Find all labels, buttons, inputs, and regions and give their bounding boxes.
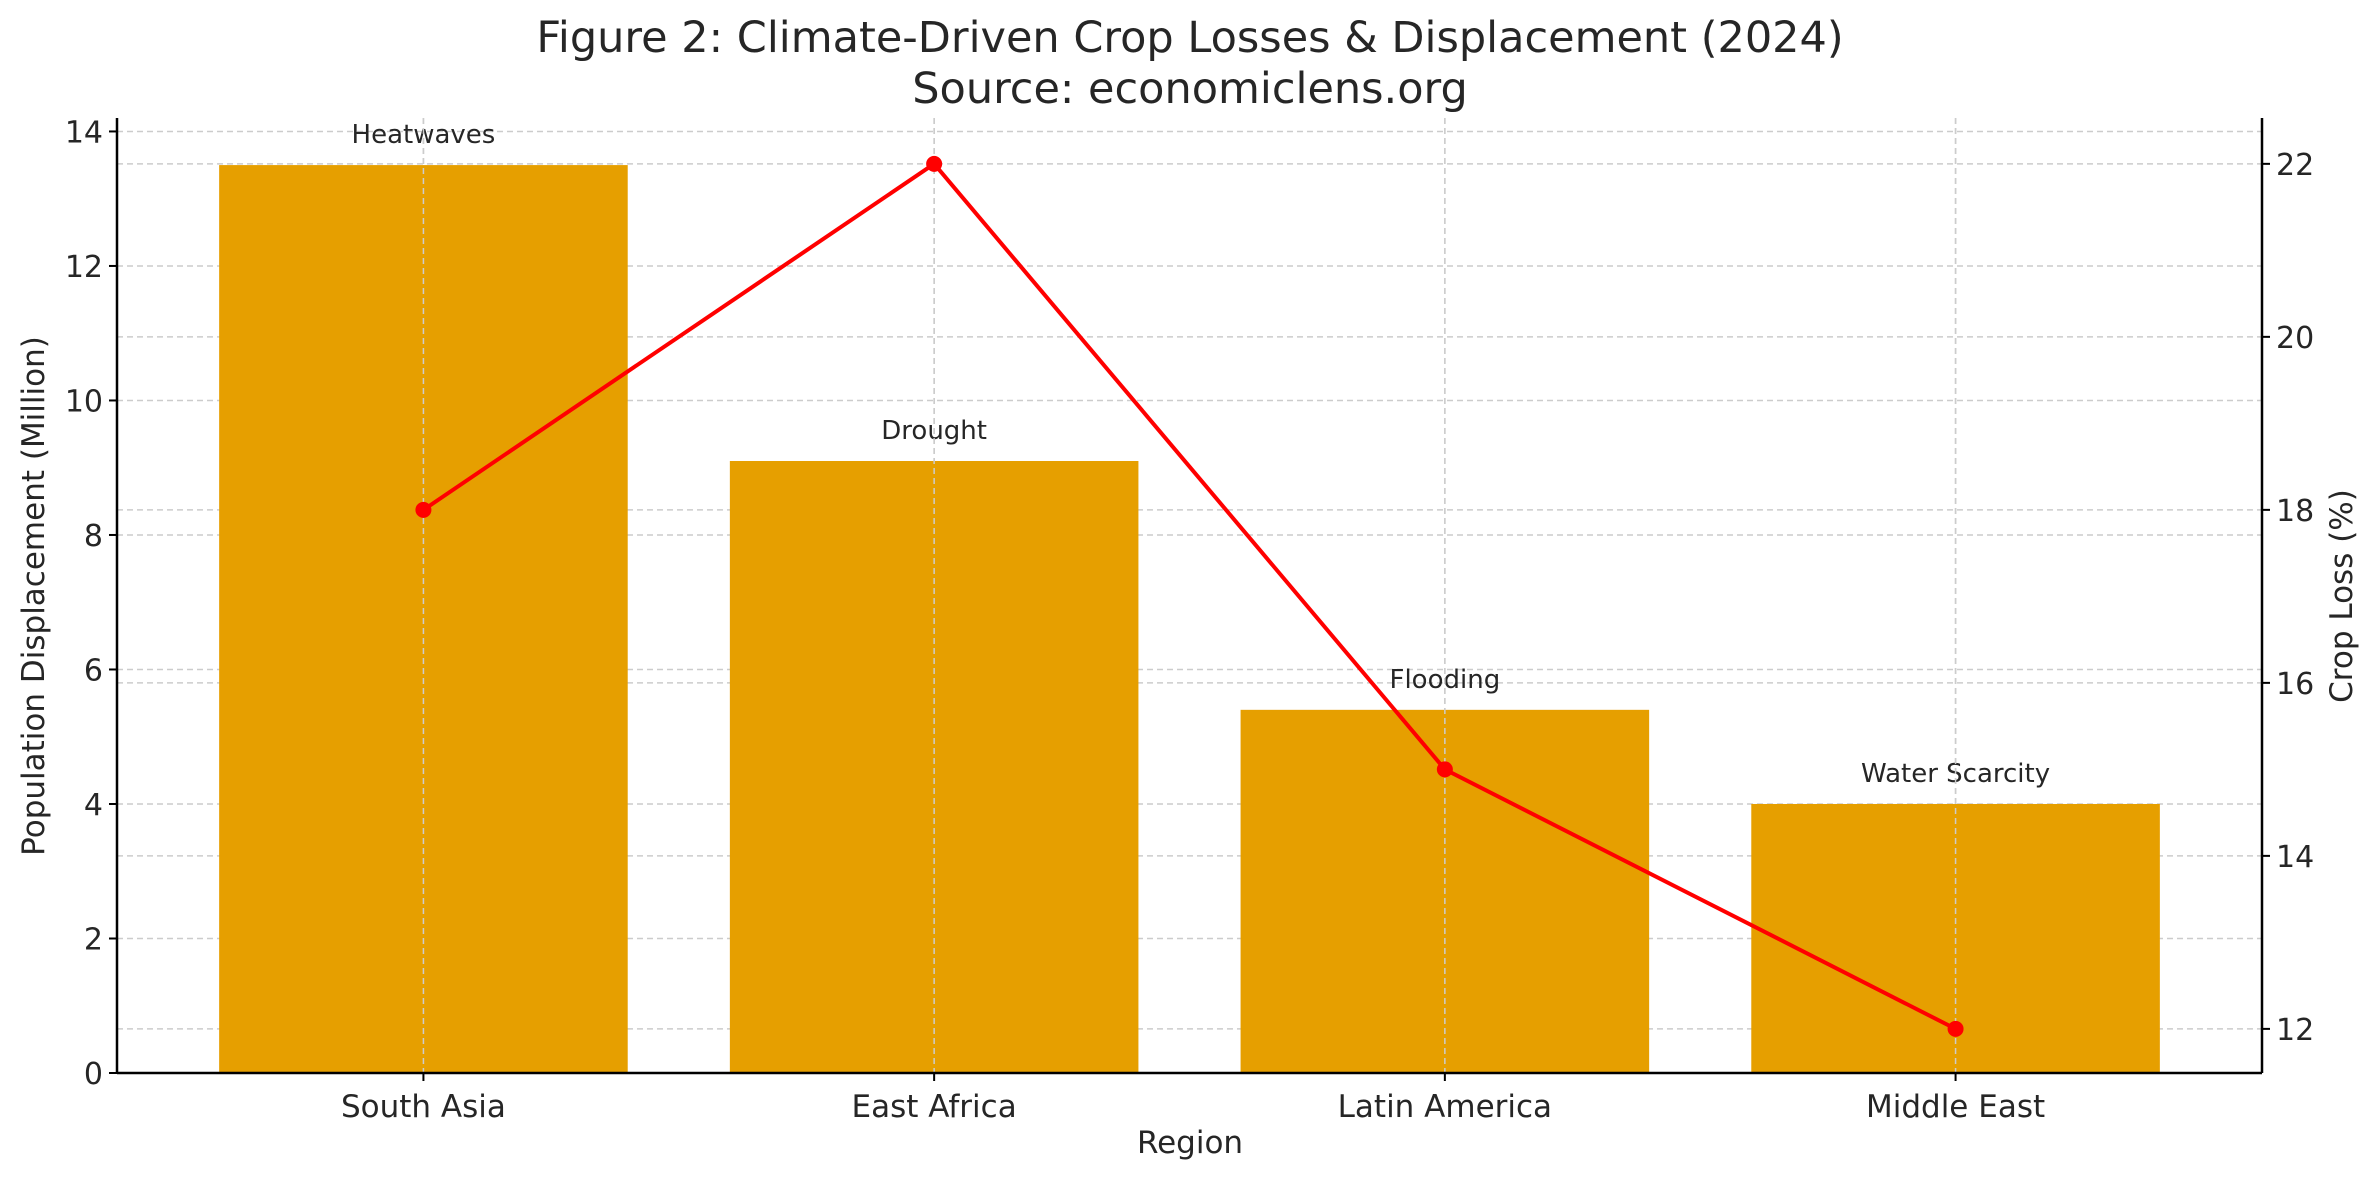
y2-axis-label: Crop Loss (%) xyxy=(2324,489,2360,703)
chart-title: Figure 2: Climate-Driven Crop Losses & D… xyxy=(536,13,1843,63)
y-axis-label: Population Displacement (Million) xyxy=(16,336,52,856)
axes: 0 2 4 6 8 10 12 14 12 14 16 18 20 22 South Asia East Af… xyxy=(65,115,2314,1125)
y2-tick-label: 12 xyxy=(2276,1013,2314,1048)
y2-tick-label: 20 xyxy=(2276,321,2314,356)
y-tick-label: 12 xyxy=(65,250,103,285)
y-tick-label: 6 xyxy=(84,653,103,688)
x-tick-label: Latin America xyxy=(1338,1089,1552,1125)
y-tick-label: 8 xyxy=(84,519,103,554)
y-tick-label: 2 xyxy=(84,922,103,957)
crop-loss-line xyxy=(415,155,1964,1037)
line-point xyxy=(926,155,943,172)
x-axis-label: Region xyxy=(1137,1125,1243,1161)
x-tick-label: East Africa xyxy=(852,1089,1017,1125)
line-point xyxy=(1947,1020,1964,1037)
bar-annotation: Heatwaves xyxy=(352,120,496,150)
chart-subtitle: Source: economiclens.org xyxy=(912,64,1468,114)
y-tick-label: 10 xyxy=(65,384,103,419)
line-series xyxy=(422,161,1957,1031)
y2-tick-label: 16 xyxy=(2276,667,2314,702)
y2-tick-label: 22 xyxy=(2276,148,2314,183)
y-tick-label: 4 xyxy=(84,788,103,823)
y-tick-label: 14 xyxy=(65,115,103,150)
y-tick-label: 0 xyxy=(84,1057,103,1092)
y2-tick-label: 18 xyxy=(2276,494,2314,529)
line-point xyxy=(1436,761,1453,778)
line-point xyxy=(415,501,432,518)
y2-tick-label: 14 xyxy=(2276,840,2314,875)
x-tick-label: South Asia xyxy=(341,1089,506,1125)
x-tick-label: Middle East xyxy=(1866,1089,2045,1125)
